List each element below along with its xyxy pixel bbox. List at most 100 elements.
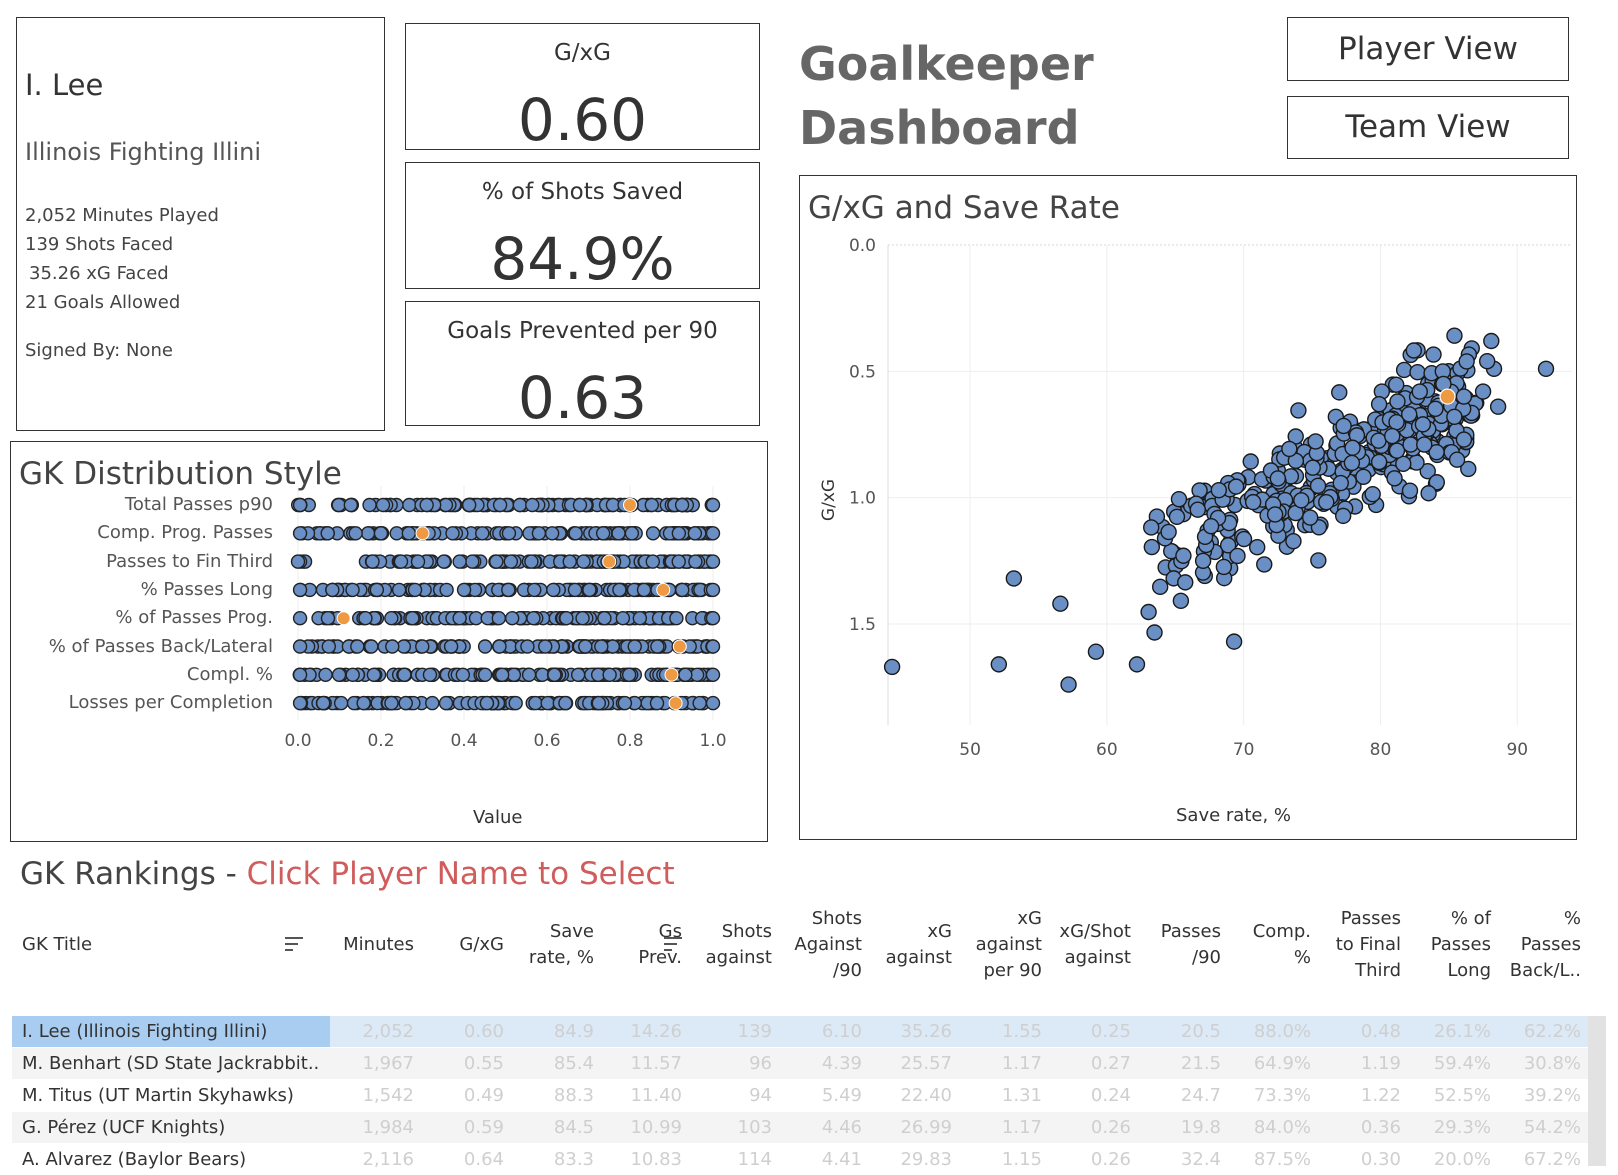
dist-dot xyxy=(422,667,438,683)
sort-icon[interactable] xyxy=(285,937,303,953)
table-cell: 19.8 xyxy=(1180,1117,1221,1138)
x-tick-label: 0.4 xyxy=(450,731,477,751)
dist-dot xyxy=(705,582,721,598)
table-cell: 85.4 xyxy=(553,1053,594,1074)
dist-dot xyxy=(705,667,721,683)
dist-dot xyxy=(520,639,535,654)
column-header[interactable]: xG against xyxy=(886,919,952,971)
distribution-xlabel: Value xyxy=(473,807,523,828)
player-name-link[interactable]: M. Benhart (SD State Jackrabbit.. xyxy=(22,1053,320,1074)
scatter-point xyxy=(1160,523,1177,541)
table-row[interactable]: A. Alvarez (Baylor Bears) 2,116 0.64 83.3 10… xyxy=(12,1144,1606,1175)
column-header-line: /90 xyxy=(1192,947,1221,968)
column-header-line: Passes xyxy=(1520,934,1581,955)
x-tick-label: 0.0 xyxy=(284,731,311,751)
dist-dot xyxy=(528,695,543,711)
xg-faced: 35.26 xG Faced xyxy=(29,263,169,284)
dist-dot xyxy=(292,695,308,711)
dist-dot xyxy=(419,497,434,513)
column-header[interactable]: Save rate, % xyxy=(529,919,594,971)
table-row[interactable]: G. Pérez (UCF Knights) 1,984 0.59 84.5 10.99… xyxy=(12,1112,1606,1143)
scatter-point xyxy=(1416,436,1433,453)
scatter-point xyxy=(1202,518,1220,535)
dist-dot xyxy=(479,695,495,711)
table-scrollbar[interactable] xyxy=(1588,1016,1606,1166)
column-header[interactable]: Passes/90 xyxy=(1161,919,1221,971)
table-cell: 4.39 xyxy=(821,1053,862,1074)
dist-dot xyxy=(705,610,721,626)
table-cell: 84.5 xyxy=(553,1117,594,1138)
dist-dot xyxy=(366,667,382,683)
column-header[interactable]: xG/Shot against xyxy=(1059,919,1131,971)
column-header[interactable]: % Passes Back/L.. xyxy=(1510,906,1581,984)
table-row[interactable]: I. Lee (Illinois Fighting Illini) 2,052 0.… xyxy=(12,1016,1606,1047)
scatter-point xyxy=(1386,470,1403,487)
column-header[interactable]: Comp.% xyxy=(1253,919,1311,971)
x-tick-label: 70 xyxy=(1233,740,1255,760)
scatter-point xyxy=(1172,592,1190,610)
column-header[interactable]: Shots against xyxy=(706,919,772,971)
column-header-line: against xyxy=(705,947,772,968)
dist-dot xyxy=(456,582,472,598)
dist-dot xyxy=(705,639,721,654)
sort-icon[interactable] xyxy=(664,937,682,953)
dist-dot xyxy=(524,554,539,569)
scatter-point xyxy=(1364,485,1381,503)
table-row[interactable]: M. Titus (UT Martin Skyhawks) 1,542 0.49 88… xyxy=(12,1080,1606,1111)
table-cell: 84.0% xyxy=(1253,1117,1311,1138)
column-header-line: Comp. xyxy=(1252,921,1311,942)
column-header[interactable]: % of Passes Long xyxy=(1431,906,1491,984)
goals-allowed: 21 Goals Allowed xyxy=(25,292,181,313)
dist-dot xyxy=(687,526,703,541)
scatter-point xyxy=(1343,454,1361,472)
dist-dot xyxy=(671,554,686,569)
column-header[interactable]: Passes to Final Third xyxy=(1336,906,1401,984)
x-tick-label: 50 xyxy=(959,740,981,760)
selected-player-dot xyxy=(664,667,679,682)
column-header[interactable]: xG against per 90 xyxy=(976,906,1042,984)
scatter-point xyxy=(1128,656,1146,673)
dist-dot xyxy=(425,695,440,711)
table-row[interactable]: M. Benhart (SD State Jackrabbit.. 1,967 0.… xyxy=(12,1048,1606,1079)
team-view-button[interactable]: Team View xyxy=(1287,96,1569,159)
scatter-point xyxy=(1388,442,1406,459)
selected-player-dot xyxy=(623,498,637,512)
scatter-point xyxy=(1266,506,1284,523)
dist-dot xyxy=(402,497,417,513)
metric-label: % Passes Long xyxy=(140,578,273,600)
distribution-panel: GK Distribution Style Total Passes p90 Co… xyxy=(10,441,768,842)
scatter-point xyxy=(1225,633,1243,650)
column-header[interactable]: G/xG xyxy=(459,932,504,958)
table-cell: 30.8% xyxy=(1523,1053,1581,1074)
dist-dot xyxy=(384,695,399,711)
column-header[interactable]: Shots Against/90 xyxy=(794,906,862,984)
dist-dot xyxy=(546,582,561,598)
player-name-link[interactable]: I. Lee (Illinois Fighting Illini) xyxy=(22,1021,268,1042)
dist-dot xyxy=(455,667,471,683)
dist-dot xyxy=(407,582,423,598)
table-cell: 20.0% xyxy=(1433,1149,1491,1170)
kpi-value: 84.9% xyxy=(490,225,675,293)
dist-dot xyxy=(415,639,430,654)
table-cell: 1.55 xyxy=(1001,1021,1042,1042)
dist-dot xyxy=(438,695,454,711)
player-name-link[interactable]: G. Pérez (UCF Knights) xyxy=(22,1117,226,1138)
player-name-link[interactable]: M. Titus (UT Martin Skyhawks) xyxy=(22,1085,294,1106)
scatter-point xyxy=(1455,388,1473,405)
player-view-button[interactable]: Player View xyxy=(1287,17,1569,81)
dist-dot xyxy=(292,497,308,513)
scatter-point xyxy=(1344,439,1361,456)
table-cell: 1,542 xyxy=(362,1085,414,1106)
column-header[interactable]: Minutes xyxy=(343,932,414,958)
dist-dot xyxy=(492,497,508,513)
dashboard-title: Goalkeeper Dashboard xyxy=(799,32,1094,160)
column-header[interactable]: Gs Prev. xyxy=(638,919,682,971)
kpi-label: Goals Prevented per 90 xyxy=(447,318,718,344)
dist-dot xyxy=(582,582,597,598)
column-header-line: Passes xyxy=(1160,921,1221,942)
column-header[interactable]: GK Title xyxy=(22,932,92,958)
dist-dot xyxy=(375,497,391,513)
scatter-xlabel: Save rate, % xyxy=(1176,805,1292,826)
player-name-link[interactable]: A. Alvarez (Baylor Bears) xyxy=(22,1149,247,1170)
table-cell: 64.9% xyxy=(1253,1053,1311,1074)
